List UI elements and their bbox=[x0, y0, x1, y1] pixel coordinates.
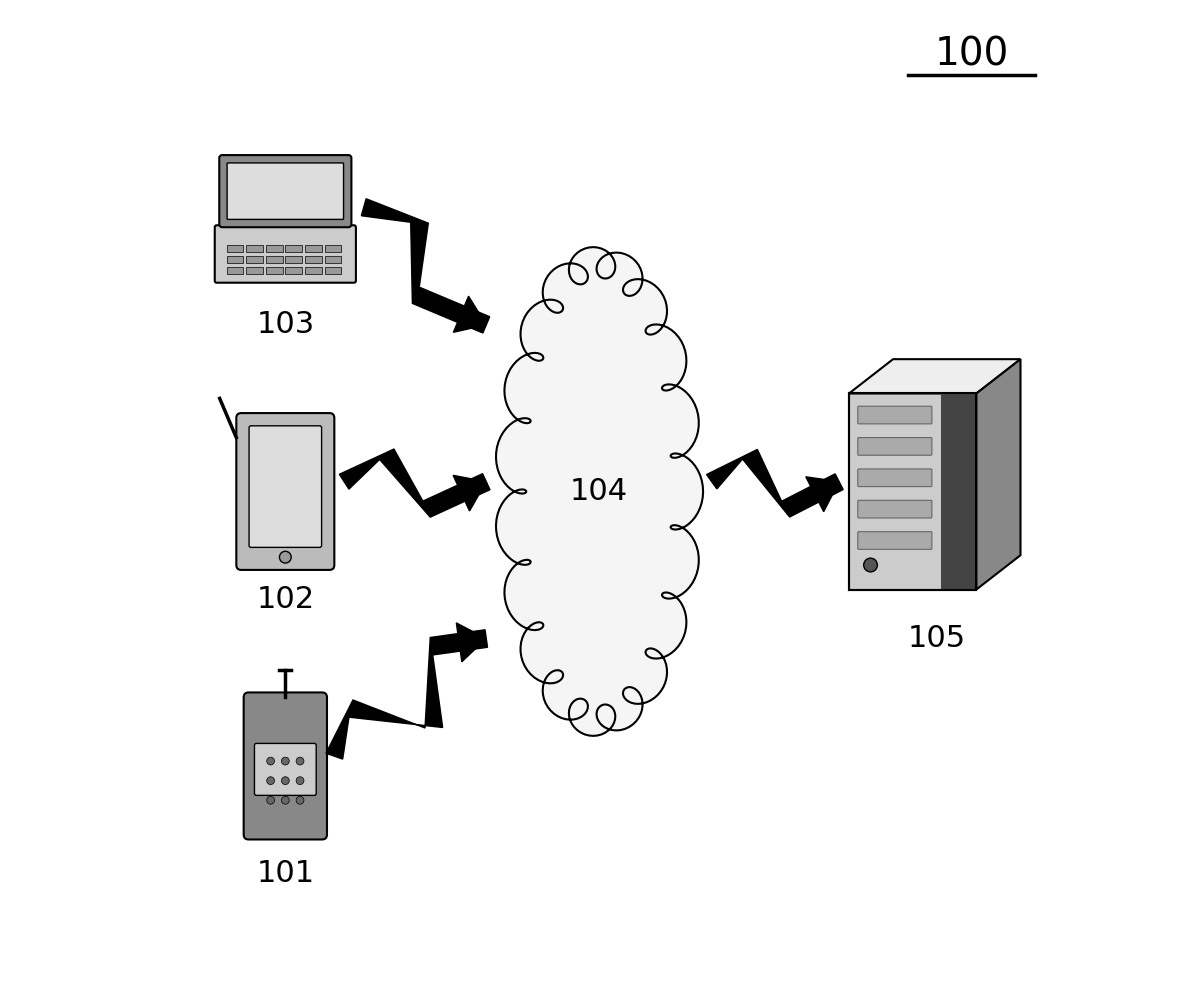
Polygon shape bbox=[976, 359, 1021, 590]
Bar bbox=[285, 246, 302, 253]
FancyBboxPatch shape bbox=[254, 743, 316, 795]
Circle shape bbox=[296, 796, 304, 804]
Polygon shape bbox=[362, 199, 490, 333]
Circle shape bbox=[864, 558, 877, 572]
FancyBboxPatch shape bbox=[858, 500, 932, 518]
Circle shape bbox=[267, 757, 274, 765]
Polygon shape bbox=[339, 449, 490, 517]
Bar bbox=[285, 257, 302, 263]
Polygon shape bbox=[806, 477, 839, 512]
Bar bbox=[285, 267, 302, 274]
Text: 104: 104 bbox=[570, 477, 628, 506]
Text: 100: 100 bbox=[934, 35, 1009, 74]
Bar bbox=[246, 246, 262, 253]
FancyBboxPatch shape bbox=[858, 532, 932, 549]
Polygon shape bbox=[707, 449, 843, 517]
Circle shape bbox=[296, 777, 304, 784]
Bar bbox=[305, 267, 322, 274]
Text: 101: 101 bbox=[256, 859, 314, 888]
FancyBboxPatch shape bbox=[236, 413, 334, 570]
Bar bbox=[305, 257, 322, 263]
FancyBboxPatch shape bbox=[858, 406, 932, 424]
Polygon shape bbox=[326, 630, 488, 759]
Circle shape bbox=[282, 757, 289, 765]
FancyBboxPatch shape bbox=[214, 225, 356, 283]
Circle shape bbox=[282, 777, 289, 784]
Bar bbox=[266, 267, 283, 274]
FancyBboxPatch shape bbox=[219, 155, 351, 227]
Circle shape bbox=[279, 551, 291, 563]
Text: 105: 105 bbox=[908, 624, 967, 653]
Circle shape bbox=[267, 796, 274, 804]
Polygon shape bbox=[456, 623, 486, 662]
Text: 103: 103 bbox=[256, 311, 314, 339]
FancyBboxPatch shape bbox=[228, 163, 344, 219]
Circle shape bbox=[296, 757, 304, 765]
Circle shape bbox=[267, 777, 274, 784]
Bar bbox=[940, 393, 976, 590]
Bar bbox=[266, 257, 283, 263]
Bar bbox=[849, 393, 976, 590]
Polygon shape bbox=[849, 359, 1021, 393]
FancyBboxPatch shape bbox=[858, 469, 932, 487]
Bar bbox=[246, 267, 262, 274]
FancyBboxPatch shape bbox=[243, 692, 327, 839]
Bar bbox=[849, 393, 976, 590]
Bar bbox=[266, 246, 283, 253]
Polygon shape bbox=[453, 296, 486, 332]
Text: 102: 102 bbox=[256, 585, 314, 613]
Bar bbox=[226, 246, 243, 253]
Bar bbox=[226, 267, 243, 274]
Circle shape bbox=[282, 796, 289, 804]
Polygon shape bbox=[496, 247, 703, 736]
FancyBboxPatch shape bbox=[858, 437, 932, 455]
Bar bbox=[226, 257, 243, 263]
Ellipse shape bbox=[507, 257, 691, 726]
Polygon shape bbox=[453, 476, 486, 511]
Bar bbox=[325, 257, 341, 263]
FancyBboxPatch shape bbox=[249, 426, 321, 548]
Bar bbox=[325, 246, 341, 253]
Bar bbox=[325, 267, 341, 274]
Bar bbox=[305, 246, 322, 253]
Bar bbox=[246, 257, 262, 263]
